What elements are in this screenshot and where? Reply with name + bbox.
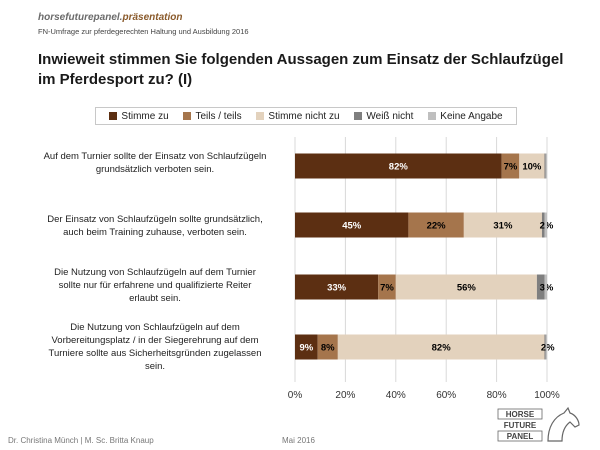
slide-title: Inwieweit stimmen Sie folgenden Aussagen… [38, 51, 564, 88]
footer-authors: Dr. Christina Münch | M. Sc. Britta Knau… [8, 436, 154, 445]
legend-label: Teils / teils [195, 110, 242, 122]
bar-segment [295, 153, 502, 179]
bar-segment [501, 153, 520, 179]
bar-segment [545, 334, 547, 360]
category-line: Der Einsatz von Schlaufzügeln sollte gru… [47, 214, 263, 225]
x-tick-label: 40% [386, 390, 406, 401]
bar-segment [544, 212, 547, 238]
bar-segment [395, 274, 537, 300]
bar-segment [295, 274, 379, 300]
data-label: 7% [380, 283, 394, 294]
data-label: 56% [457, 283, 477, 294]
horse-future-panel-logo: HORSE FUTURE PANEL [497, 406, 580, 442]
bar-segment [408, 212, 464, 238]
bar-segment [545, 153, 547, 179]
legend-item-stimme-nicht-zu: Stimme nicht zu [256, 110, 340, 122]
legend-swatch [183, 112, 192, 120]
logo-line-2: FUTURE [504, 421, 537, 430]
data-label: 22% [427, 221, 447, 232]
category-label-2: Der Einsatz von Schlaufzügeln sollte gru… [20, 213, 290, 239]
bar-segment [519, 153, 545, 179]
legend-item-weiss-nicht: Weiß nicht [354, 111, 413, 122]
data-label: 82% [389, 162, 409, 173]
legend-swatch [428, 112, 437, 120]
category-line: auch beim Training zuhause, verboten sei… [63, 227, 247, 238]
x-tick-label: 80% [487, 390, 507, 401]
chart-legend: Stimme zu Teils / teils Stimme nicht zu … [95, 107, 517, 125]
bar-segment [295, 212, 409, 238]
category-label-4: Die Nutzung von Schlaufzügeln auf dem Vor… [20, 321, 290, 373]
bar-segment [544, 153, 546, 179]
logo-line-3: PANEL [507, 432, 534, 441]
bar-segment [295, 334, 318, 360]
footer-date: Mai 2016 [282, 436, 315, 445]
category-line: Turniere sollte aus Sicherheitsgründen z… [48, 348, 262, 359]
category-line: sollte nur für erfahrene und qualifizier… [58, 280, 252, 291]
data-label: 8% [321, 343, 335, 354]
x-tick-label: 100% [534, 390, 560, 401]
survey-subtitle: FN-Umfrage zur pferdegerechten Haltung u… [38, 27, 249, 36]
bar-segment [536, 274, 545, 300]
legend-label: Keine Angabe [440, 110, 503, 122]
category-line: Auf dem Turnier sollte der Einsatz von S… [43, 151, 267, 162]
category-line: erlaubt sein. [129, 293, 181, 304]
data-label: 7% [504, 162, 518, 173]
bar-segment [378, 274, 396, 300]
data-label: 31% [493, 221, 513, 232]
x-tick-label: 20% [335, 390, 355, 401]
legend-item-keine-angabe: Keine Angabe [428, 110, 503, 122]
data-label: 33% [327, 283, 347, 294]
legend-swatch [109, 112, 118, 120]
data-label: 45% [342, 221, 362, 232]
legend-swatch [354, 112, 363, 120]
category-line: sein. [144, 361, 166, 372]
category-label-1: Auf dem Turnier sollte der Einsatz von S… [20, 150, 290, 176]
legend-item-teils: Teils / teils [183, 110, 242, 122]
logo-line-1: HORSE [506, 410, 535, 419]
brand-accent: präsentation [122, 12, 183, 23]
data-label: 9% [299, 343, 313, 354]
brand-title: horsefuturepanel.präsentation [38, 12, 182, 23]
category-line: Die Nutzung von Schlaufzügeln auf dem Tu… [54, 267, 256, 278]
x-tick-label: 0% [288, 390, 303, 401]
category-label-3: Die Nutzung von Schlaufzügeln auf dem Tu… [20, 266, 290, 305]
horse-head-icon [547, 406, 580, 442]
bar-segment [541, 212, 545, 238]
legend-swatch [256, 112, 265, 120]
bar-segment [337, 334, 545, 360]
brand-main: horsefuturepanel. [38, 12, 123, 23]
data-label: 82% [432, 343, 452, 354]
category-line: grundsätzlich verboten sein. [95, 164, 215, 175]
legend-label: Stimme zu [121, 110, 169, 122]
data-label: 10% [522, 162, 542, 173]
legend-label: Stimme nicht zu [268, 110, 340, 122]
bar-segment [544, 274, 547, 300]
bar-segment [463, 212, 542, 238]
bar-segment [317, 334, 338, 360]
x-tick-label: 60% [436, 390, 456, 401]
bar-segment [544, 334, 546, 360]
category-line: Vorbereitungsplatz / in der Siegerehrung… [51, 335, 259, 346]
legend-label: Weiß nicht [366, 110, 414, 122]
category-line: Die Nutzung von Schlaufzügeln auf dem [70, 322, 240, 333]
data-label: 2% [541, 343, 555, 354]
logo-box [497, 408, 543, 420]
legend-item-stimme-zu: Stimme zu [109, 110, 169, 122]
logo-box [497, 430, 543, 442]
